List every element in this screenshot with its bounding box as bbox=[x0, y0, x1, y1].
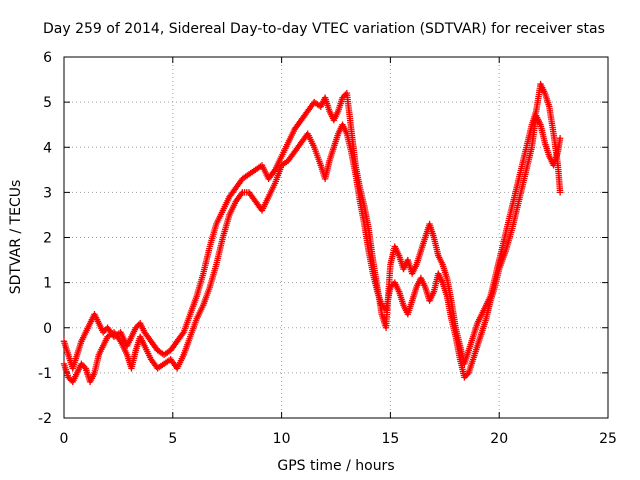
y-tick-label: 5 bbox=[43, 95, 52, 111]
x-tick-label: 10 bbox=[273, 431, 291, 447]
x-tick-label: 0 bbox=[60, 431, 69, 447]
y-tick-label: 3 bbox=[43, 185, 52, 201]
chart-title: Day 259 of 2014, Sidereal Day-to-day VTE… bbox=[43, 21, 605, 37]
axis-ticks: 0 5 10 15 20 25 -2 -1 0 1 2 3 4 5 6 bbox=[38, 50, 617, 447]
x-axis-label: GPS time / hours bbox=[277, 458, 394, 474]
y-tick-label: 1 bbox=[43, 276, 52, 292]
y-axis-label: SDTVAR / TECUs bbox=[8, 180, 24, 295]
y-tick-label: 2 bbox=[43, 231, 52, 247]
x-tick-label: 25 bbox=[599, 431, 617, 447]
x-tick-label: 20 bbox=[490, 431, 508, 447]
y-tick-label: 0 bbox=[43, 321, 52, 337]
x-tick-label: 15 bbox=[381, 431, 399, 447]
data-points bbox=[60, 80, 564, 386]
y-tick-label: 6 bbox=[43, 50, 52, 66]
x-tick-label: 5 bbox=[168, 431, 177, 447]
y-tick-label: 4 bbox=[43, 140, 52, 156]
data-point-track-b bbox=[556, 135, 564, 142]
y-tick-label: -1 bbox=[38, 366, 52, 382]
data-point-track-a bbox=[556, 189, 564, 196]
y-tick-label: -2 bbox=[38, 411, 52, 427]
